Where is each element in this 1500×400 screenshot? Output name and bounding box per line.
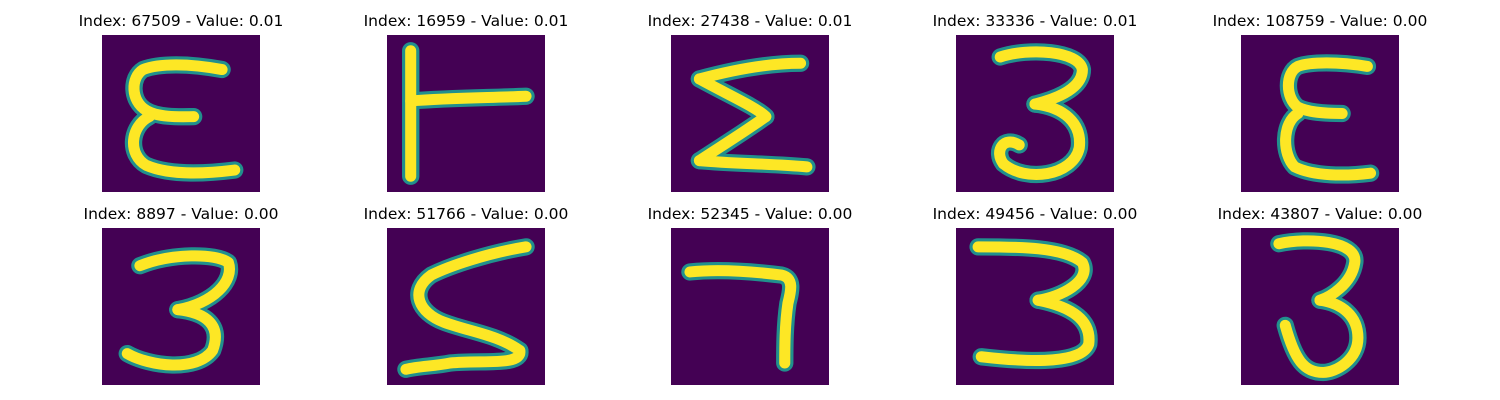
- digit-3-icon: [118, 247, 239, 374]
- digit-3-icon: [990, 43, 1092, 184]
- handwritten-digit-3: [102, 228, 260, 385]
- panel-title: Index: 52345 - Value: 0.00: [647, 205, 853, 223]
- panel-title: Index: 51766 - Value: 0.00: [363, 205, 569, 223]
- image-background: [671, 228, 829, 385]
- panel-title: Index: 43807 - Value: 0.00: [1217, 205, 1423, 223]
- panel-title: Index: 27438 - Value: 0.01: [647, 12, 853, 30]
- handwritten-digit-5: [387, 228, 545, 385]
- handwritten-glyph-e: [1241, 35, 1399, 192]
- panel-title: Index: 67509 - Value: 0.01: [78, 12, 284, 30]
- panel-title: Index: 108759 - Value: 0.00: [1212, 12, 1428, 30]
- handwritten-glyph-e: [102, 35, 260, 192]
- digit-5-icon: [397, 238, 535, 378]
- digit-7-icon: [681, 262, 800, 372]
- panel-title: Index: 16959 - Value: 0.01: [363, 12, 569, 30]
- handwritten-digit-3: [1241, 228, 1399, 385]
- panel-title: Index: 49456 - Value: 0.00: [932, 205, 1138, 223]
- glyph-t-rotated-icon: [402, 42, 535, 185]
- glyph-sigma-icon: [690, 54, 816, 176]
- digit-3-icon: [1270, 232, 1367, 382]
- panel-title: Index: 8897 - Value: 0.00: [83, 205, 279, 223]
- glyph-epsilon-icon: [124, 56, 244, 182]
- digit-3-icon: [969, 238, 1098, 370]
- handwritten-digit-3: [956, 228, 1114, 385]
- handwritten-digit-3: [956, 35, 1114, 192]
- panel-title: Index: 33336 - Value: 0.01: [932, 12, 1138, 30]
- glyph-epsilon-icon: [1276, 54, 1380, 184]
- handwritten-digit-7: [671, 228, 829, 385]
- handwritten-glyph-t-rotated: [387, 35, 545, 192]
- handwritten-glyph-sigma: [671, 35, 829, 192]
